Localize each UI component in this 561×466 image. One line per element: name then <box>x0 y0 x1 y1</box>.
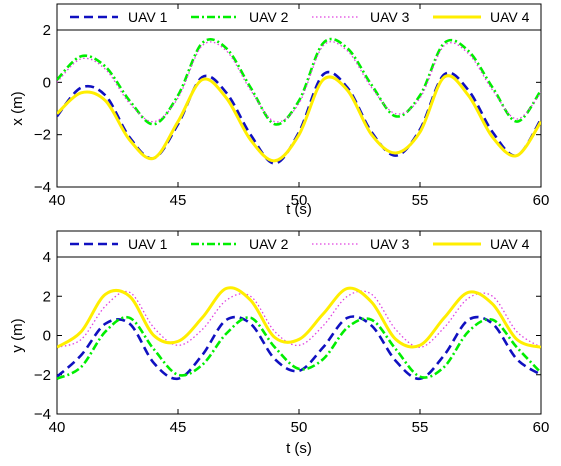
x-axis-label: t (s) <box>286 440 312 457</box>
y-tick-label: 4 <box>43 249 51 266</box>
plot-area <box>56 230 542 415</box>
legend-label: UAV 1 <box>128 9 168 25</box>
x-tick-label: 55 <box>412 419 429 436</box>
x-tick-label: 60 <box>533 419 550 436</box>
x-tick-label: 40 <box>49 419 66 436</box>
x-tick-label: 40 <box>49 192 66 209</box>
legend: UAV 1 UAV 2 UAV 3 UAV 4 <box>57 9 541 31</box>
series-line-uav-2 <box>57 315 541 380</box>
legend: UAV 1 UAV 2 UAV 3 UAV 4 <box>57 236 541 258</box>
x-axis-label: t (s) <box>286 201 312 218</box>
series-group <box>57 37 541 165</box>
legend-label: UAV 3 <box>370 236 410 252</box>
series-line-uav-4 <box>57 286 541 349</box>
x-tick-label: 60 <box>533 192 550 209</box>
series-line-uav-1 <box>57 315 541 381</box>
plot-area <box>56 3 542 188</box>
x-tick-label: 50 <box>291 192 308 209</box>
y-tick-label: 2 <box>43 288 51 305</box>
y-tick-label: 2 <box>43 22 51 39</box>
x-tick-label: 50 <box>291 419 308 436</box>
legend-label: UAV 1 <box>128 236 168 252</box>
y-axis-label: y (m) <box>9 318 26 352</box>
y-tick-label: 0 <box>43 74 51 91</box>
x-tick-label: 45 <box>170 192 187 209</box>
legend-label: UAV 4 <box>490 9 530 25</box>
y-tick-label: −4 <box>34 406 51 423</box>
y-axis-label: x (m) <box>9 91 26 125</box>
y-tick-label: −2 <box>34 367 51 384</box>
legend-label: UAV 3 <box>370 9 410 25</box>
y-tick-label: 0 <box>43 328 51 345</box>
legend-label: UAV 2 <box>249 9 289 25</box>
legend-label: UAV 2 <box>249 236 289 252</box>
y-tick-label: −4 <box>34 179 51 196</box>
legend-label: UAV 4 <box>490 236 530 252</box>
series-line-uav-4 <box>57 74 541 163</box>
x-tick-label: 45 <box>170 419 187 436</box>
series-line-uav-2 <box>57 37 541 126</box>
x-tick-label: 55 <box>412 192 429 209</box>
series-line-uav-3 <box>57 290 541 348</box>
series-group <box>57 286 541 381</box>
y-tick-label: −2 <box>34 127 51 144</box>
